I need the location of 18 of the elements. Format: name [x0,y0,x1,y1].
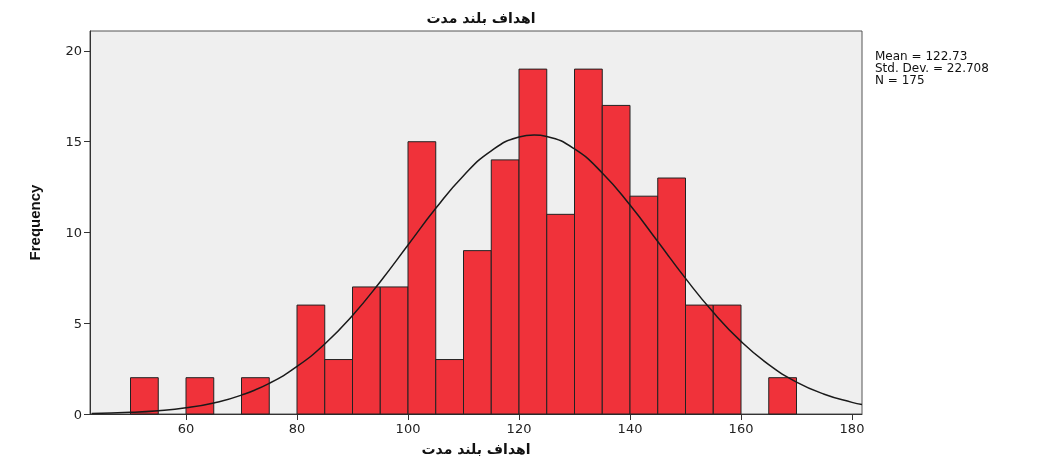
x-tick-label: 80 [288,421,306,436]
text: Mean = 122.73 [875,49,968,63]
x-tick-label: 180 [839,421,865,436]
y-tick-label: 15 [65,134,82,150]
x-tick-label: 60 [177,421,195,436]
text: Std. Dev. = 22.708 [875,61,989,75]
chart-title: اهداف بلند مدت [426,10,536,26]
x-tick-label: 140 [617,421,643,436]
x-axis-title: اهداف بلند مدت [421,441,531,457]
y-tick-label: 0 [73,406,82,422]
y-tick-label: 5 [73,315,82,331]
x-tick-label: 160 [728,421,754,436]
text: N = 175 [875,73,925,87]
y-axis-title: Frequency [26,183,43,261]
y-tick-label: 10 [65,224,82,240]
y-tick-label: 20 [65,43,82,59]
x-tick-label: 120 [506,421,532,436]
x-tick-label: 100 [395,421,421,436]
